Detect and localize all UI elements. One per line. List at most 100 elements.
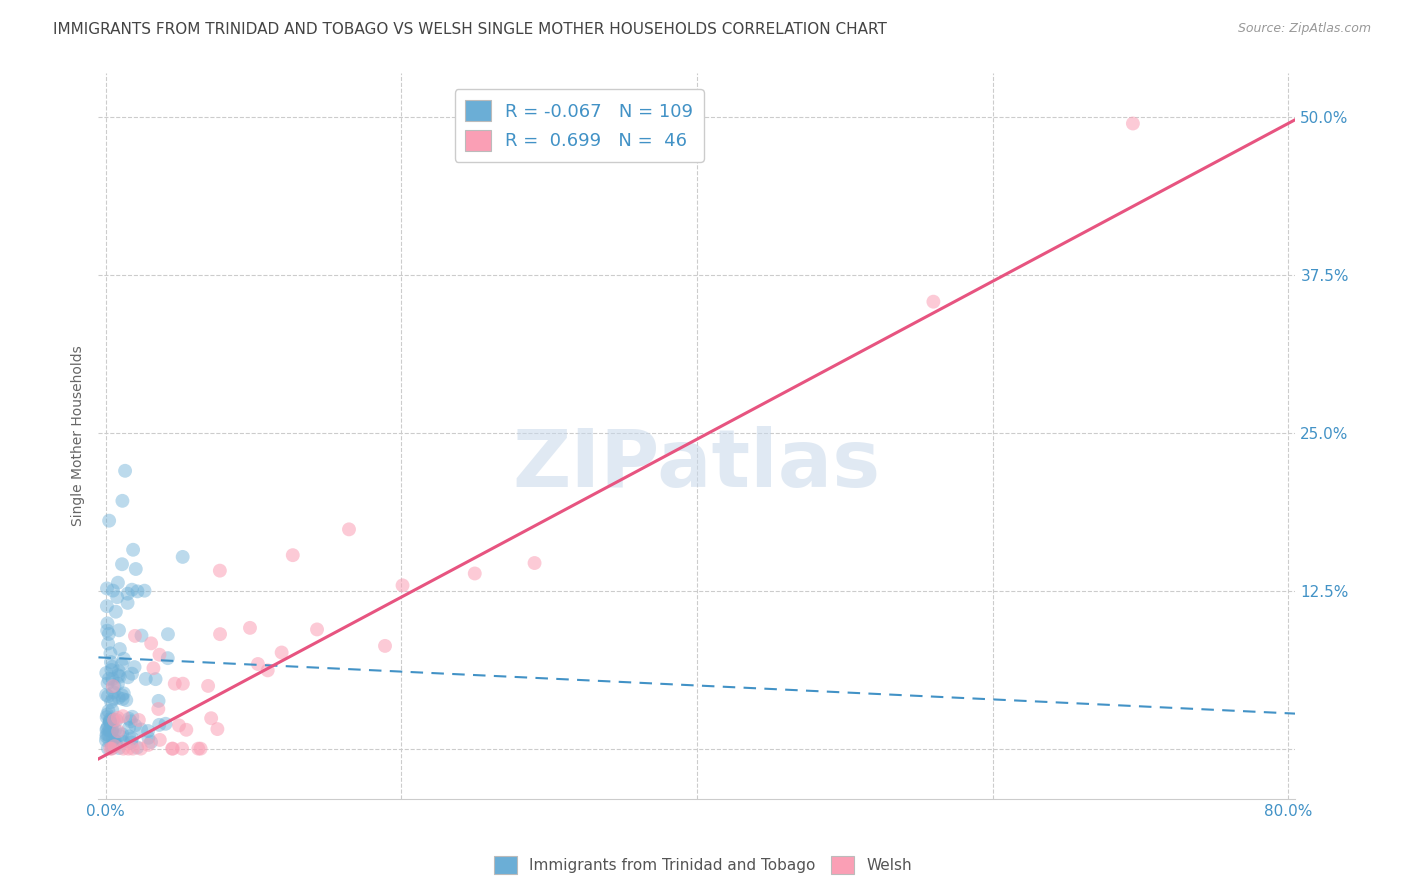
- Point: [112, 651, 135, 665]
- Point: [120, 735, 142, 749]
- Point: [1122, 116, 1144, 130]
- Point: [98, 723, 121, 738]
- Point: [121, 666, 143, 681]
- Point: [124, 718, 146, 732]
- Point: [96, 730, 118, 744]
- Point: [128, 713, 150, 727]
- Point: [107, 668, 129, 682]
- Point: [107, 575, 129, 590]
- Point: [101, 660, 124, 674]
- Point: [117, 741, 139, 756]
- Point: [101, 739, 124, 753]
- Point: [117, 587, 139, 601]
- Point: [129, 741, 152, 756]
- Point: [98, 741, 121, 756]
- Point: [101, 741, 124, 756]
- Point: [148, 648, 170, 662]
- Point: [111, 727, 134, 741]
- Point: [148, 718, 170, 732]
- Point: [101, 672, 124, 686]
- Point: [96, 599, 118, 614]
- Point: [111, 493, 134, 508]
- Point: [112, 741, 135, 756]
- Point: [96, 723, 118, 737]
- Point: [136, 724, 159, 739]
- Point: [97, 627, 120, 641]
- Point: [103, 739, 125, 753]
- Point: [97, 704, 120, 718]
- Y-axis label: Single Mother Households: Single Mother Households: [72, 346, 86, 526]
- Point: [100, 646, 122, 660]
- Text: IMMIGRANTS FROM TRINIDAD AND TOBAGO VS WELSH SINGLE MOTHER HOUSEHOLDS CORRELATIO: IMMIGRANTS FROM TRINIDAD AND TOBAGO VS W…: [53, 22, 887, 37]
- Point: [111, 657, 134, 672]
- Point: [523, 556, 546, 570]
- Point: [96, 624, 118, 638]
- Point: [96, 722, 118, 736]
- Point: [156, 627, 179, 641]
- Point: [97, 676, 120, 690]
- Point: [98, 713, 121, 727]
- Point: [112, 686, 135, 700]
- Point: [97, 719, 120, 733]
- Point: [190, 741, 212, 756]
- Point: [172, 741, 194, 756]
- Point: [270, 646, 292, 660]
- Point: [246, 657, 269, 671]
- Point: [100, 695, 122, 709]
- Point: [305, 623, 328, 637]
- Point: [127, 740, 149, 755]
- Point: [374, 639, 396, 653]
- Point: [100, 723, 122, 738]
- Point: [197, 679, 219, 693]
- Point: [148, 702, 170, 716]
- Point: [124, 629, 146, 643]
- Point: [134, 583, 156, 598]
- Point: [127, 584, 149, 599]
- Point: [108, 642, 131, 657]
- Point: [138, 731, 160, 745]
- Point: [103, 713, 125, 727]
- Point: [145, 672, 167, 686]
- Point: [391, 578, 413, 592]
- Point: [148, 694, 170, 708]
- Point: [139, 735, 162, 749]
- Point: [98, 714, 121, 729]
- Point: [104, 605, 127, 619]
- Point: [337, 522, 360, 536]
- Point: [103, 685, 125, 699]
- Legend: Immigrants from Trinidad and Tobago, Welsh: Immigrants from Trinidad and Tobago, Wel…: [488, 850, 918, 880]
- Point: [94, 733, 117, 747]
- Point: [96, 616, 118, 631]
- Point: [101, 679, 124, 693]
- Point: [120, 714, 142, 729]
- Point: [163, 676, 186, 690]
- Point: [108, 664, 131, 678]
- Point: [100, 655, 122, 669]
- Point: [97, 672, 120, 686]
- Point: [101, 703, 124, 717]
- Point: [108, 670, 131, 684]
- Point: [97, 728, 120, 742]
- Point: [156, 651, 179, 665]
- Point: [129, 723, 152, 737]
- Point: [103, 691, 125, 706]
- Point: [209, 627, 232, 641]
- Point: [136, 738, 159, 752]
- Point: [122, 542, 145, 557]
- Point: [105, 713, 128, 727]
- Point: [111, 558, 134, 572]
- Point: [239, 621, 262, 635]
- Point: [121, 710, 143, 724]
- Point: [172, 549, 194, 564]
- Point: [922, 294, 945, 309]
- Point: [98, 514, 121, 528]
- Point: [118, 730, 141, 744]
- Point: [117, 596, 139, 610]
- Point: [100, 741, 122, 756]
- Point: [97, 636, 120, 650]
- Point: [96, 727, 118, 741]
- Point: [256, 664, 278, 678]
- Legend: R = -0.067   N = 109, R =  0.699   N =  46: R = -0.067 N = 109, R = 0.699 N = 46: [454, 89, 704, 161]
- Point: [111, 709, 134, 723]
- Point: [107, 724, 129, 739]
